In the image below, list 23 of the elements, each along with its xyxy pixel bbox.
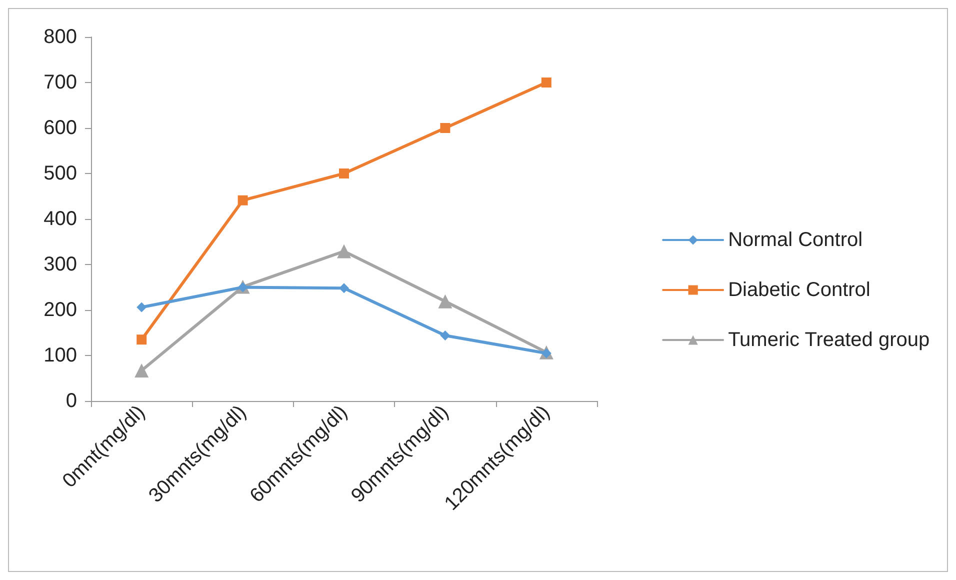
legend-label: Normal Control [728, 229, 863, 251]
y-tick-label: 600 [44, 117, 77, 139]
point [136, 302, 147, 312]
point [136, 334, 147, 345]
point [541, 78, 552, 88]
point [438, 294, 452, 308]
point [238, 195, 248, 206]
y-tick-label: 100 [44, 344, 77, 366]
y-tick-label: 400 [44, 208, 77, 230]
legend-label: Tumeric Treated group [728, 329, 930, 351]
y-tick-label: 700 [44, 72, 77, 94]
point [440, 330, 450, 340]
legend-label: Diabetic Control [728, 279, 870, 301]
y-tick-label: 300 [44, 254, 77, 276]
point [440, 123, 450, 133]
y-tick-label: 800 [44, 26, 77, 48]
point [339, 283, 349, 294]
point [134, 364, 149, 378]
y-tick-label: 500 [44, 162, 77, 184]
point [339, 168, 349, 178]
y-tick-label: 200 [44, 299, 77, 321]
point [337, 244, 351, 258]
y-tick-label: 0 [66, 390, 77, 412]
